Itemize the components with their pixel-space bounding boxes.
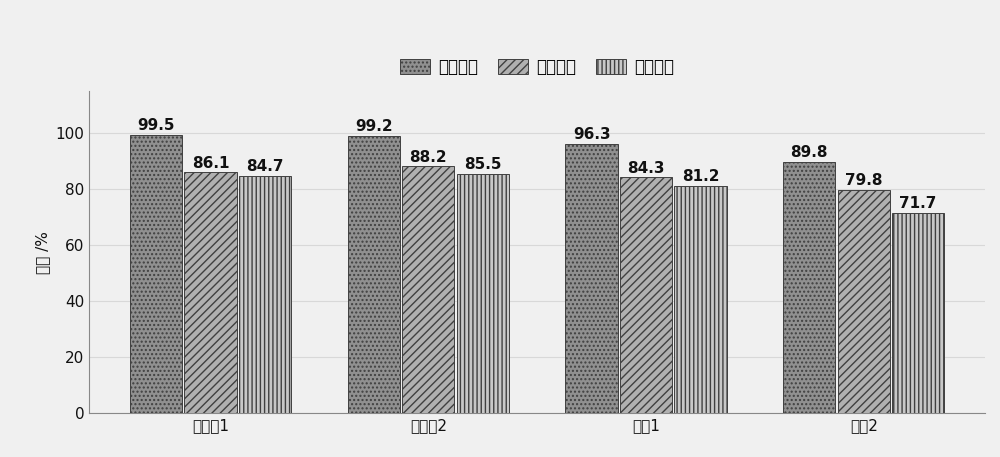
Text: 71.7: 71.7: [899, 196, 937, 211]
Bar: [892, 213, 944, 413]
Bar: [348, 136, 400, 413]
Bar: [620, 177, 672, 413]
Bar: [838, 190, 890, 413]
Legend: 库仑效率, 电压效率, 能量效率: 库仑效率, 电压效率, 能量效率: [393, 52, 681, 83]
Text: 84.3: 84.3: [627, 160, 665, 175]
Text: 88.2: 88.2: [409, 150, 447, 165]
Bar: [130, 135, 182, 413]
Text: 96.3: 96.3: [573, 127, 610, 142]
Text: 81.2: 81.2: [682, 169, 719, 184]
Text: 86.1: 86.1: [192, 155, 229, 170]
Text: 85.5: 85.5: [464, 157, 501, 172]
Text: 84.7: 84.7: [246, 159, 284, 175]
Bar: [239, 176, 291, 413]
Text: 99.2: 99.2: [355, 119, 393, 134]
Bar: [184, 172, 237, 413]
Bar: [783, 162, 835, 413]
Bar: [565, 144, 618, 413]
Bar: [457, 174, 509, 413]
Y-axis label: 效率 /%: 效率 /%: [35, 231, 50, 274]
Bar: [402, 166, 454, 413]
Text: 79.8: 79.8: [845, 173, 882, 188]
Text: 89.8: 89.8: [791, 145, 828, 160]
Bar: [674, 186, 727, 413]
Text: 99.5: 99.5: [137, 118, 175, 133]
